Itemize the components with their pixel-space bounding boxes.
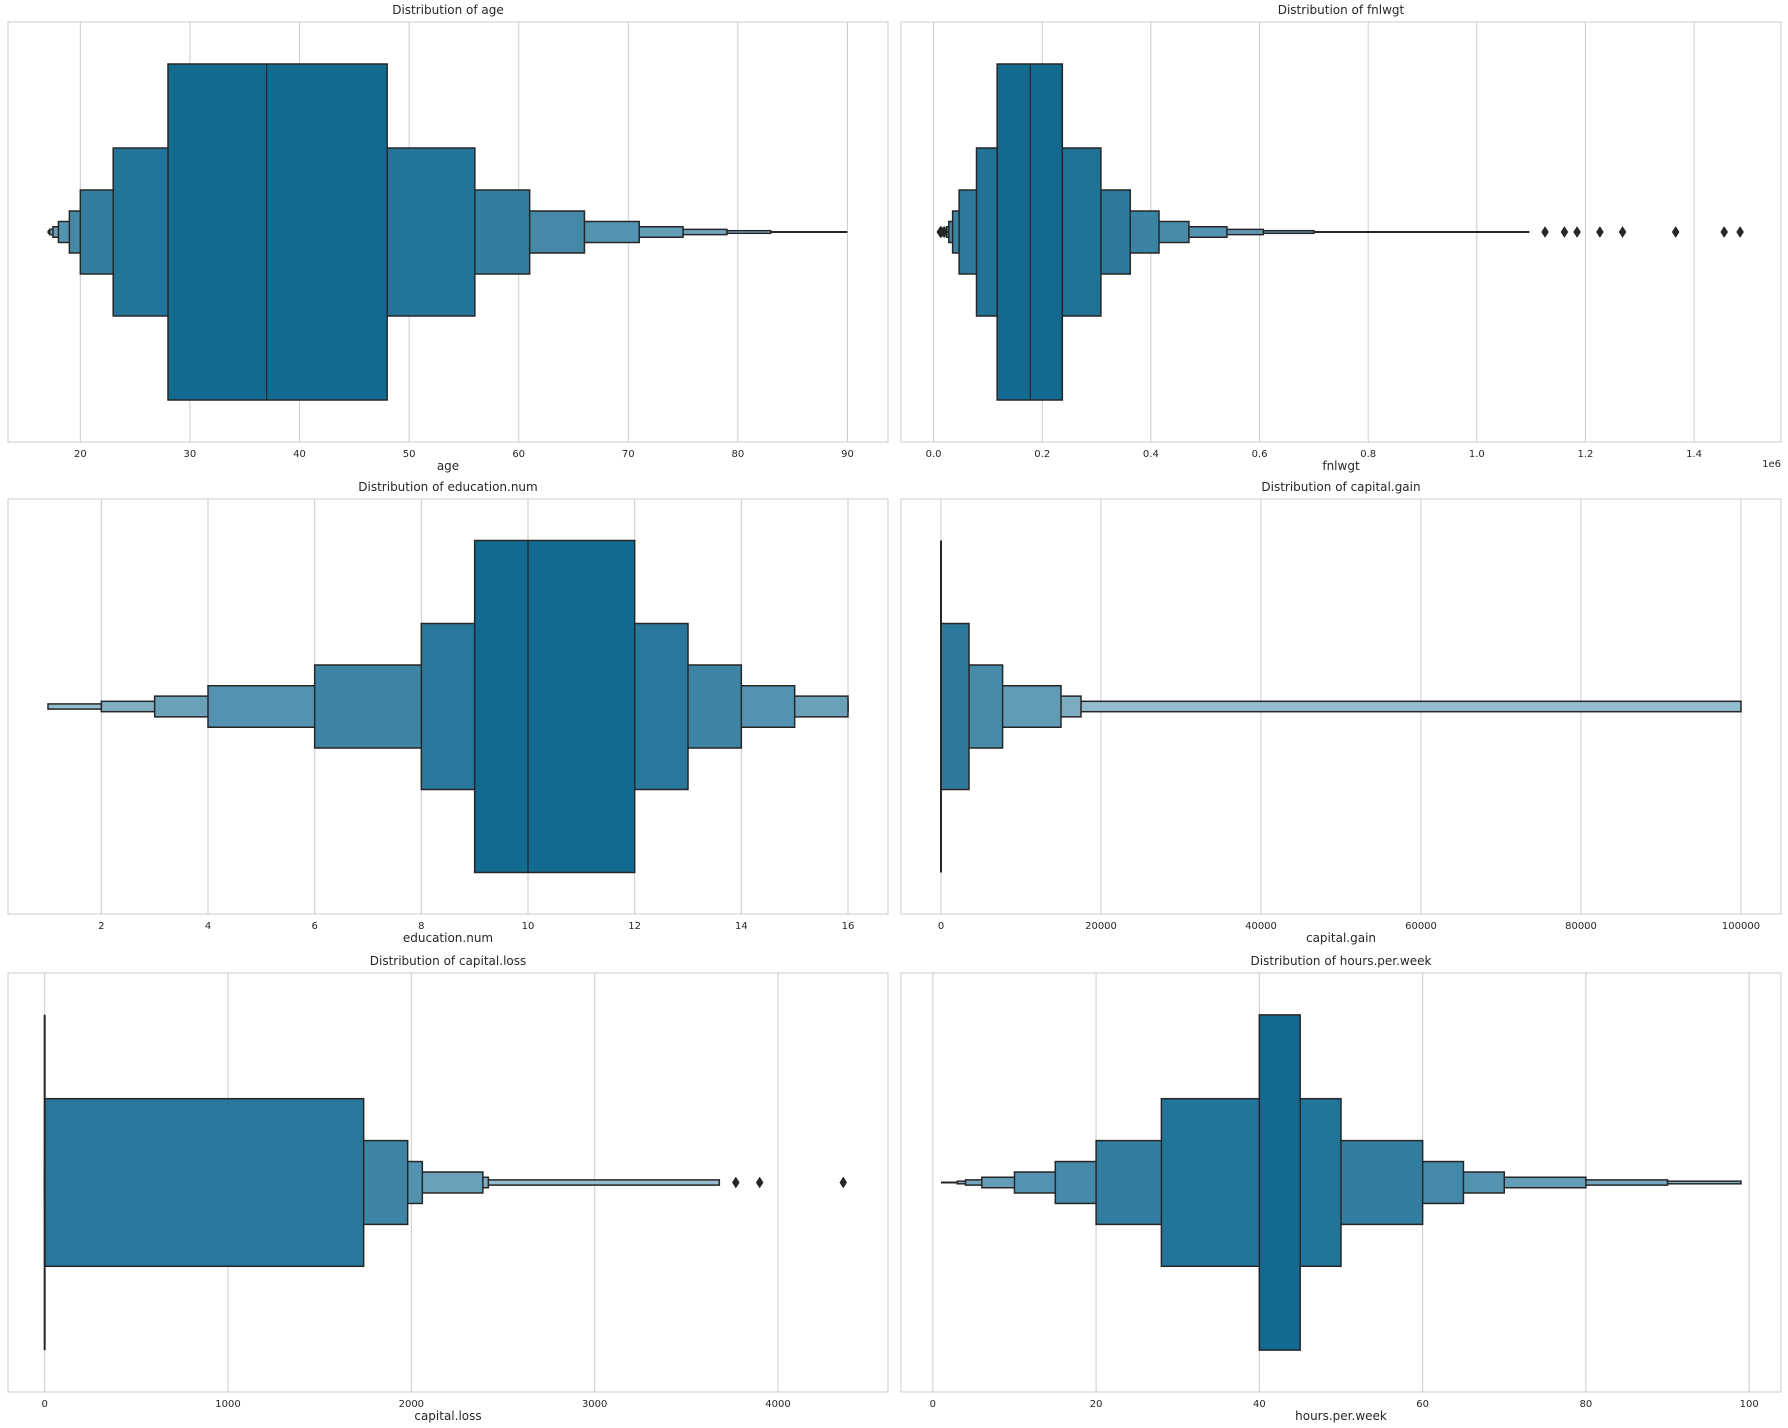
- x-tick-label: 0: [930, 1399, 936, 1410]
- x-tick-label: 100000: [1722, 921, 1760, 932]
- chart-title: Distribution of capital.gain: [1261, 480, 1420, 494]
- x-axis-label: education.num: [403, 931, 493, 945]
- x-tick-label: 8: [418, 921, 424, 932]
- x-axis-label: capital.loss: [414, 1409, 481, 1423]
- outlier-point: [1618, 226, 1627, 238]
- x-axis-label: fnlwgt: [1322, 459, 1360, 473]
- x-tick-label: 0.2: [1034, 449, 1050, 460]
- x-axis-label: hours.per.week: [1295, 1409, 1387, 1423]
- x-tick-label: 12: [628, 921, 641, 932]
- x-tick-label: 2: [98, 921, 104, 932]
- x-tick-label: 0.0: [926, 449, 942, 460]
- x-tick-label: 20: [74, 449, 87, 460]
- x-tick-label: 80: [1580, 1399, 1593, 1410]
- x-tick-label: 1.2: [1577, 449, 1593, 460]
- boxen-box: [1160, 1097, 1342, 1268]
- x-tick-label: 16: [842, 921, 855, 932]
- x-tick-label: 0: [938, 921, 944, 932]
- x-tick-label: 30: [184, 449, 197, 460]
- axes-frame: [7, 972, 889, 1393]
- x-tick-label: 40000: [1245, 921, 1277, 932]
- x-tick-label: 100: [1740, 1399, 1759, 1410]
- x-tick-label: 1000: [215, 1399, 240, 1410]
- panel-3: 2 4 6 8 10 12 14 16 education.num Distribution of…: [7, 480, 889, 945]
- outlier-point: [1596, 226, 1604, 238]
- outlier-point: [755, 1176, 764, 1189]
- x-tick-label: 2000: [399, 1399, 424, 1410]
- x-axis-label: age: [437, 459, 459, 473]
- outlier-point: [1573, 226, 1581, 238]
- x-tick-label: 6: [311, 921, 317, 932]
- outlier-point: [1541, 226, 1549, 238]
- boxen-box: [43, 1097, 365, 1268]
- boxen-box: [1258, 1014, 1301, 1351]
- x-tick-label: 3000: [582, 1399, 607, 1410]
- outlier-point: [1736, 226, 1744, 238]
- x-tick-label: 1.0: [1469, 449, 1485, 460]
- outlier-point: [1720, 226, 1728, 238]
- x-tick-label: 60: [1416, 1399, 1429, 1410]
- panel-5: 0 1000 2000 3000 4000 capital.loss Distributio…: [7, 954, 889, 1423]
- boxen-box: [473, 539, 636, 874]
- chart-title: Distribution of fnlwgt: [1278, 3, 1405, 17]
- x-tick-label: 50: [403, 449, 416, 460]
- chart-title: Distribution of education.num: [358, 480, 537, 494]
- axes-frame: [7, 21, 889, 443]
- panel-6: 0 20 40 60 80 100 hours.per.week Distribution o…: [900, 954, 1782, 1423]
- x-axis-label: capital.gain: [1306, 931, 1376, 945]
- x-tick-label: 80: [731, 449, 744, 460]
- x-tick-label: 40: [1253, 1399, 1266, 1410]
- x-tick-label: 4000: [765, 1399, 790, 1410]
- outlier-point: [1560, 226, 1569, 238]
- axes-frame: [900, 498, 1782, 915]
- x-offset-label: 1e6: [1762, 459, 1781, 470]
- boxen-box: [167, 63, 388, 401]
- x-tick-label: 10: [522, 921, 535, 932]
- x-tick-label: 90: [841, 449, 854, 460]
- x-tick-label: 1.4: [1686, 449, 1702, 460]
- outlier-point: [732, 1176, 740, 1189]
- outlier-point: [940, 226, 949, 238]
- panel-4: 0 20000 40000 60000 80000 100000 capital.gain D…: [900, 480, 1782, 945]
- panel-1: 20 30 40 50 60 70 80 90 age Distribution of age: [7, 3, 889, 473]
- x-tick-label: 4: [205, 921, 211, 932]
- x-tick-label: 20000: [1085, 921, 1117, 932]
- chart-title: Distribution of age: [392, 3, 504, 17]
- chart-title: Distribution of capital.loss: [370, 954, 527, 968]
- x-tick-label: 0: [41, 1399, 47, 1410]
- axes-frame: [900, 972, 1782, 1393]
- boxen-box: [940, 622, 970, 791]
- x-tick-label: 0.8: [1360, 449, 1376, 460]
- x-tick-label: 20: [1090, 1399, 1103, 1410]
- panel-2: 0.0 0.2 0.4 0.6 0.8 1.0 1.2 1.4 1e6 fnlwgt Distrib…: [900, 3, 1782, 473]
- x-tick-label: 80000: [1565, 921, 1597, 932]
- axes-frame: [900, 21, 1782, 443]
- outlier-point: [839, 1176, 848, 1189]
- x-tick-label: 40: [293, 449, 306, 460]
- chart-title: Distribution of hours.per.week: [1251, 954, 1432, 968]
- x-tick-label: 14: [735, 921, 748, 932]
- outlier-point: [1671, 226, 1680, 238]
- x-tick-label: 60000: [1405, 921, 1437, 932]
- x-tick-label: 70: [622, 449, 635, 460]
- x-tick-label: 60: [512, 449, 525, 460]
- axes-frame: [7, 498, 889, 915]
- x-tick-label: 0.4: [1143, 449, 1159, 460]
- x-tick-label: 0.6: [1252, 449, 1268, 460]
